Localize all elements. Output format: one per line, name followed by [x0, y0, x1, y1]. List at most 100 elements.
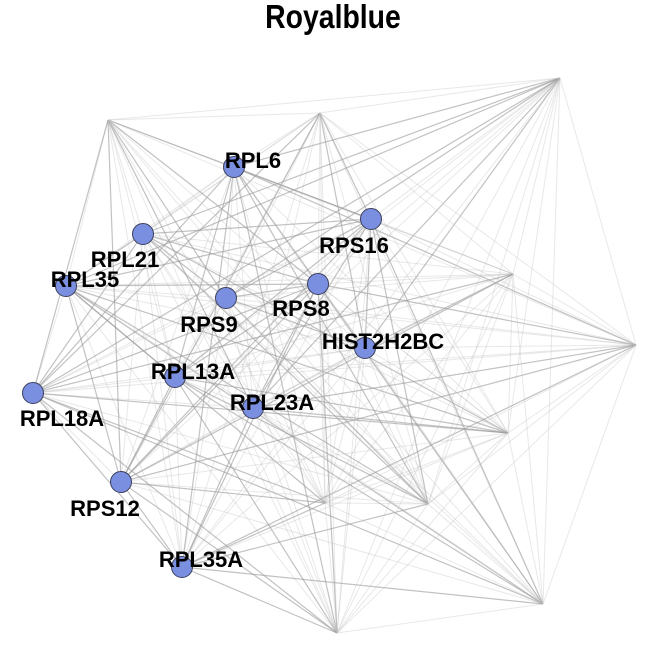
edge: [65, 285, 366, 349]
node-circle[interactable]: [132, 223, 154, 245]
edge: [142, 166, 235, 235]
edge: [336, 344, 637, 634]
edge: [317, 283, 429, 505]
edge: [32, 166, 235, 394]
edge: [427, 344, 637, 505]
node-circle[interactable]: [242, 397, 264, 419]
node-circle[interactable]: [171, 556, 193, 578]
edge: [252, 407, 326, 504]
edge: [370, 218, 514, 275]
edge: [319, 112, 338, 634]
node-circle[interactable]: [55, 275, 77, 297]
node-circle[interactable]: [223, 156, 245, 178]
node-rps8[interactable]: RPS8: [272, 273, 330, 322]
edge: [107, 119, 514, 275]
edge: [319, 77, 561, 114]
edge: [233, 112, 321, 168]
edge: [225, 112, 321, 299]
edge: [225, 297, 338, 634]
node-circle[interactable]: [307, 273, 329, 295]
edge: [317, 283, 509, 434]
edge: [32, 392, 429, 505]
node-label: RPS12: [70, 496, 140, 521]
edge: [107, 119, 122, 483]
edge: [225, 77, 561, 299]
edge: [174, 166, 235, 378]
node-rpl6[interactable]: RPL6: [223, 148, 282, 178]
edge: [324, 77, 561, 504]
edge: [225, 273, 514, 299]
edges-layer: [32, 77, 637, 634]
edge: [512, 77, 561, 275]
edge: [142, 233, 227, 299]
edge: [32, 119, 109, 394]
node-rps16[interactable]: RPS16: [319, 208, 389, 259]
edge: [225, 297, 366, 349]
node-rpl35[interactable]: RPL35: [51, 267, 119, 297]
node-rps9[interactable]: RPS9: [180, 287, 238, 338]
edge: [370, 218, 544, 605]
node-label: RPL21: [91, 247, 159, 272]
node-hist2h2bc[interactable]: HIST2H2BC: [322, 329, 444, 359]
node-rps12[interactable]: RPS12: [70, 471, 140, 522]
edge: [181, 297, 227, 568]
edge: [32, 376, 176, 394]
edge: [336, 603, 544, 634]
edge: [174, 347, 366, 378]
edge: [120, 481, 338, 634]
edge: [142, 233, 637, 346]
edge: [542, 77, 561, 605]
edge: [324, 502, 338, 634]
edge: [32, 392, 544, 605]
edge: [317, 283, 544, 605]
edge: [324, 502, 429, 505]
edge: [336, 273, 514, 634]
edge: [120, 481, 429, 505]
node-rpl13a[interactable]: RPL13A: [151, 359, 235, 388]
node-label: RPL13A: [151, 359, 235, 384]
edge: [65, 77, 561, 287]
edge: [252, 347, 366, 409]
edge: [142, 77, 561, 235]
edge: [32, 273, 514, 394]
edge: [252, 407, 338, 634]
node-circle[interactable]: [215, 287, 237, 309]
node-label: HIST2H2BC: [322, 329, 444, 354]
edge: [65, 285, 227, 299]
edge: [370, 77, 561, 220]
edge: [252, 344, 637, 409]
edge: [542, 344, 637, 605]
edge: [324, 344, 637, 504]
edge: [32, 297, 227, 394]
node-circle[interactable]: [360, 208, 382, 230]
node-rpl21[interactable]: RPL21: [91, 223, 159, 273]
node-circle[interactable]: [22, 382, 44, 404]
edge: [507, 273, 514, 434]
node-rpl18a[interactable]: RPL18A: [20, 382, 104, 432]
node-circle[interactable]: [164, 366, 186, 388]
edge: [142, 233, 176, 378]
edge: [324, 432, 509, 504]
node-rpl35a[interactable]: RPL35A: [159, 547, 243, 578]
edge: [65, 112, 321, 287]
edge: [364, 344, 637, 349]
node-label: RPL35A: [159, 547, 243, 572]
edge: [120, 481, 326, 504]
edge: [120, 347, 366, 483]
edge: [507, 77, 561, 434]
edge: [319, 112, 514, 275]
edge: [107, 119, 227, 299]
node-circle[interactable]: [354, 337, 376, 359]
edge: [65, 233, 144, 287]
edge: [107, 119, 319, 285]
node-rpl23a[interactable]: RPL23A: [230, 390, 314, 419]
edge: [32, 392, 326, 504]
edge: [252, 77, 561, 409]
edge: [174, 376, 509, 434]
edge: [65, 285, 338, 634]
node-circle[interactable]: [110, 471, 132, 493]
edge: [174, 297, 227, 378]
edge: [181, 218, 372, 568]
edge: [174, 376, 429, 505]
